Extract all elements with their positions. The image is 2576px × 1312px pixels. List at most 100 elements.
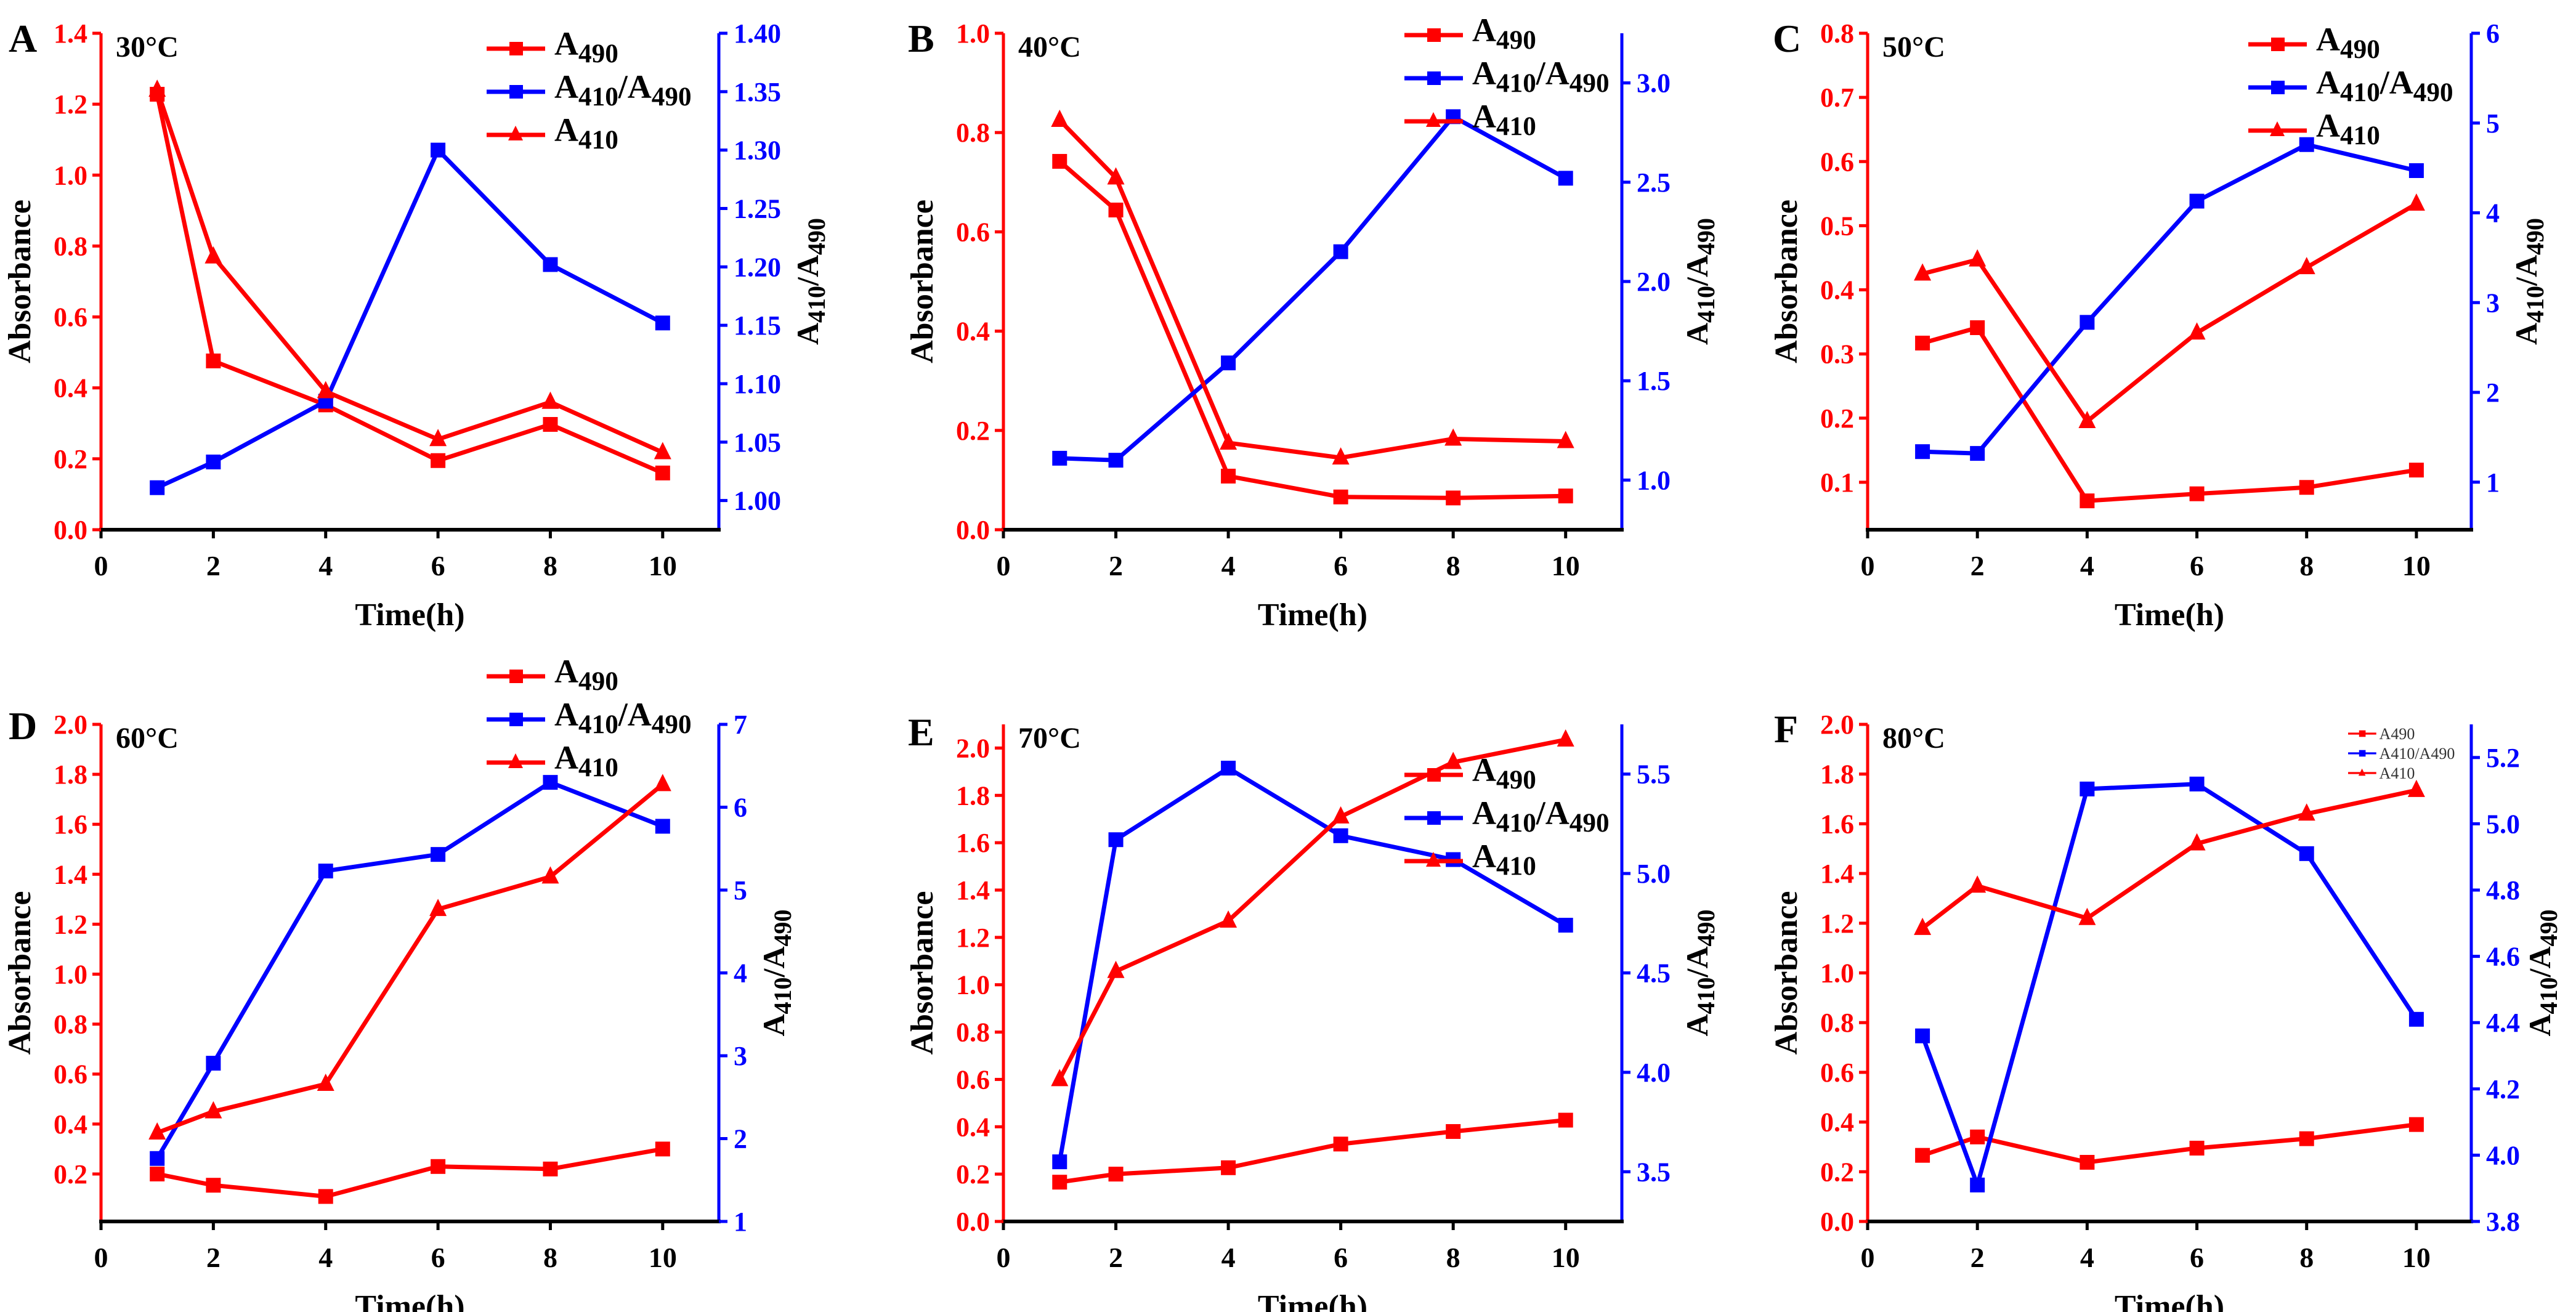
data-point-square — [2408, 1011, 2424, 1027]
data-point-square — [2299, 480, 2314, 495]
data-point-triangle — [1444, 428, 1462, 446]
y-tick-label: 1.6 — [1820, 809, 1854, 839]
data-point-triangle — [1332, 447, 1350, 465]
data-point-square — [2189, 776, 2205, 792]
panel-a: 0 2 4 6 8 10 0.0 0.2 0.4 0.6 0.8 1.0 1.2 1.4 1.00 1.05 1… — [2, 17, 830, 633]
x-tick-label: 6 — [431, 550, 445, 581]
data-point-triangle — [317, 1073, 334, 1091]
y-axis-title: Absorbance — [2, 200, 38, 363]
y-tick-label: 0.4 — [54, 1109, 87, 1140]
legend-item: A410 — [487, 739, 618, 782]
x-axis-title: Time(h) — [2115, 1289, 2224, 1312]
x-tick-label: 8 — [1446, 550, 1460, 581]
legend-label: A410/A490 — [2380, 745, 2455, 763]
x-axis-title: Time(h) — [2115, 597, 2224, 633]
legend-square-icon — [2271, 81, 2285, 94]
data-point-square — [655, 465, 670, 480]
data-point-square — [655, 819, 670, 834]
series-a410 — [148, 774, 671, 1140]
y-tick-label: 0.2 — [54, 444, 87, 474]
y-tick-label: 0.2 — [956, 416, 990, 446]
series-line — [1057, 766, 1567, 1162]
legend-square-icon — [1427, 811, 1441, 825]
y-tick-label: 0.2 — [54, 1159, 87, 1189]
y2-tick-label: 1.05 — [734, 427, 781, 458]
y-tick-label: 0.6 — [956, 1064, 990, 1095]
y-axis-title: Absorbance — [2, 891, 38, 1055]
data-point-square — [1221, 468, 1236, 484]
y-tick-label: 1.8 — [1820, 759, 1854, 790]
x-tick-label: 6 — [1334, 1242, 1348, 1273]
legend-item: A490 — [1404, 12, 1536, 55]
panel-letter: C — [1773, 17, 1801, 60]
y-tick-label: 1.6 — [956, 828, 990, 858]
series-line — [1059, 114, 1567, 463]
y2-tick-label: 1 — [734, 1207, 747, 1237]
data-point-triangle — [1051, 110, 1069, 128]
data-point-square — [1052, 153, 1067, 169]
x-tick-label: 8 — [543, 550, 557, 581]
data-point-square — [2299, 1131, 2314, 1146]
y-tick-label: 1.8 — [956, 780, 990, 811]
x-tick-label: 8 — [2299, 550, 2314, 581]
series-a490 — [1915, 320, 2424, 509]
data-point-square — [1915, 1028, 1930, 1043]
x-tick-label: 6 — [431, 1242, 445, 1273]
legend-item: A410/A490 — [1404, 795, 1610, 838]
series-a410-a490 — [1915, 776, 2424, 1193]
data-point-triangle — [1332, 806, 1350, 824]
y-tick-label: 0.6 — [1820, 147, 1854, 177]
y2-tick-label: 4.4 — [2486, 1008, 2520, 1038]
legend-label: A410/A490 — [554, 68, 692, 111]
x-tick-label: 4 — [1221, 550, 1236, 581]
x-tick-label: 8 — [2299, 1242, 2314, 1273]
data-point-square — [1970, 320, 1985, 335]
y-tick-label: 0.2 — [1820, 1157, 1854, 1187]
x-tick-label: 4 — [318, 550, 333, 581]
series-a490 — [1915, 1117, 2424, 1170]
series-line — [155, 780, 664, 1160]
x-tick-label: 2 — [1109, 550, 1123, 581]
panel-letter: E — [908, 710, 934, 754]
x-tick-label: 10 — [1552, 1242, 1580, 1273]
x-tick-label: 0 — [94, 1242, 108, 1273]
x-tick-label: 8 — [1446, 1242, 1460, 1273]
data-point-square — [1052, 1175, 1067, 1190]
data-point-square — [1221, 761, 1236, 776]
data-point-square — [1052, 450, 1067, 466]
legend-label: A410 — [2316, 107, 2380, 150]
y-tick-label: 1.2 — [54, 909, 87, 939]
legend-label: A490 — [1472, 12, 1536, 55]
x-tick-label: 6 — [2190, 1242, 2204, 1273]
y2-tick-label: 5 — [2486, 108, 2500, 139]
panel-temperature: 50°C — [1882, 31, 1945, 63]
y-tick-label: 0.0 — [956, 515, 990, 545]
data-point-triangle — [2188, 833, 2206, 851]
x-tick-label: 4 — [1221, 1242, 1236, 1273]
y-tick-label: 0.8 — [956, 1018, 990, 1048]
y2-tick-label: 6 — [2486, 18, 2500, 49]
y-tick-label: 1.8 — [54, 759, 87, 790]
data-point-square — [2299, 137, 2314, 152]
series-line — [1058, 737, 1566, 1081]
data-point-square — [543, 257, 558, 272]
y-tick-label: 0.0 — [54, 515, 87, 545]
data-point-triangle — [1220, 432, 1237, 450]
series-a410 — [1914, 779, 2425, 935]
y-tick-label: 1.4 — [1820, 859, 1854, 889]
y2-tick-label: 7 — [734, 710, 747, 740]
legend-triangle-icon — [2358, 768, 2366, 776]
data-point-square — [2080, 315, 2095, 330]
data-point-triangle — [1914, 263, 1932, 281]
data-point-square — [1333, 489, 1348, 504]
series-a410-a490 — [1915, 137, 2424, 461]
y-axis-title: Absorbance — [905, 200, 940, 363]
x-tick-label: 2 — [206, 1242, 221, 1273]
legend-square-icon — [2359, 730, 2366, 737]
x-tick-label: 10 — [1552, 550, 1580, 581]
panel-temperature: 60°C — [116, 722, 179, 755]
y2-tick-label: 3 — [734, 1041, 747, 1071]
data-point-square — [1446, 490, 1461, 506]
y2-tick-label: 1.35 — [734, 77, 781, 107]
y-tick-label: 0.8 — [1820, 18, 1854, 49]
